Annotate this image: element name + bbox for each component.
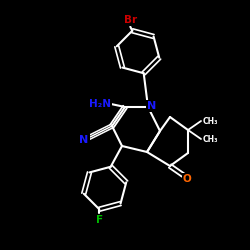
Text: N: N bbox=[80, 135, 88, 145]
Text: CH₃: CH₃ bbox=[203, 134, 218, 143]
Text: F: F bbox=[96, 215, 103, 225]
Text: CH₃: CH₃ bbox=[203, 116, 218, 126]
Text: N: N bbox=[148, 101, 156, 111]
Text: H₂N: H₂N bbox=[89, 99, 111, 109]
Text: O: O bbox=[182, 174, 192, 184]
Text: Br: Br bbox=[124, 15, 137, 25]
